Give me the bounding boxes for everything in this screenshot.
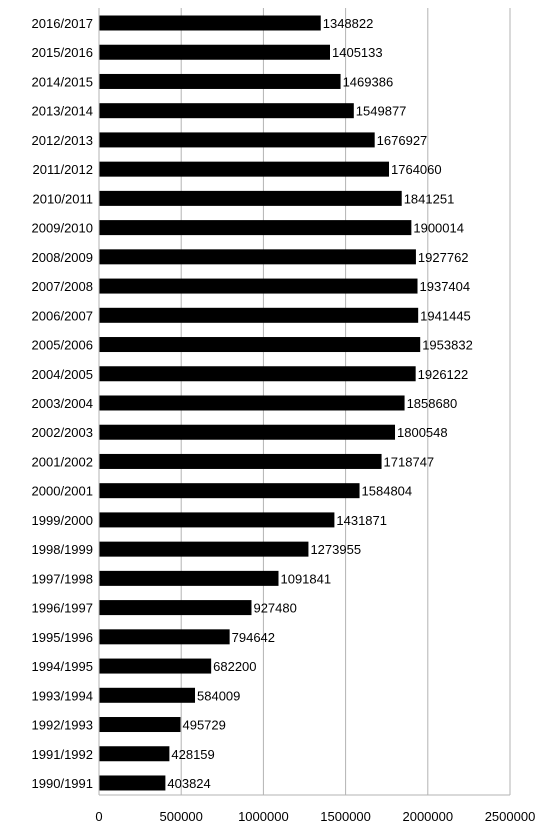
bar <box>99 453 382 469</box>
value-label: 1584804 <box>362 484 413 499</box>
bar <box>99 190 402 206</box>
category-label: 1997/1998 <box>32 571 93 586</box>
category-label: 2012/2013 <box>32 133 93 148</box>
value-label: 1858680 <box>407 396 458 411</box>
value-label: 584009 <box>197 688 240 703</box>
bar <box>99 570 279 586</box>
value-label: 1273955 <box>310 542 361 557</box>
bar <box>99 44 331 60</box>
value-label: 1469386 <box>343 74 394 89</box>
value-label: 1549877 <box>356 104 407 119</box>
x-tick-label: 500000 <box>160 809 203 824</box>
value-label: 1676927 <box>377 133 428 148</box>
category-label: 2015/2016 <box>32 45 93 60</box>
bar <box>99 73 341 89</box>
x-tick-label: 1500000 <box>320 809 371 824</box>
bar <box>99 424 396 440</box>
category-label: 2006/2007 <box>32 308 93 323</box>
x-tick-label: 0 <box>95 809 102 824</box>
bar <box>99 658 212 674</box>
value-label: 1941445 <box>420 308 471 323</box>
bar <box>99 395 405 411</box>
bar <box>99 483 360 499</box>
value-label: 1841251 <box>404 191 455 206</box>
category-label: 1994/1995 <box>32 659 93 674</box>
category-label: 1991/1992 <box>32 747 93 762</box>
value-label: 1927762 <box>418 250 469 265</box>
category-label: 2007/2008 <box>32 279 93 294</box>
labels: 0 500000 1000000 1500000 2000000 2500000 2016/… <box>32 16 536 824</box>
category-label: 2004/2005 <box>32 367 93 382</box>
value-label: 1800548 <box>397 425 448 440</box>
category-label: 2005/2006 <box>32 338 93 353</box>
axes <box>98 8 510 796</box>
category-label: 2003/2004 <box>32 396 93 411</box>
category-label: 2010/2011 <box>33 191 94 206</box>
bar <box>99 337 421 353</box>
bar <box>99 132 375 148</box>
bar <box>99 629 230 645</box>
bar <box>99 15 321 31</box>
bar <box>99 220 412 236</box>
category-label: 1998/1999 <box>32 542 93 557</box>
category-label: 2014/2015 <box>32 74 93 89</box>
x-tick-label: 1000000 <box>238 809 289 824</box>
value-label: 682200 <box>213 659 256 674</box>
bar <box>99 278 418 294</box>
category-label: 1990/1991 <box>32 776 93 791</box>
value-label: 794642 <box>232 630 275 645</box>
value-label: 1091841 <box>280 571 331 586</box>
bar <box>99 687 196 703</box>
category-label: 2009/2010 <box>32 221 93 236</box>
bar <box>99 775 166 791</box>
bars <box>99 15 421 791</box>
category-label: 2001/2002 <box>32 454 93 469</box>
category-label: 2002/2003 <box>32 425 93 440</box>
value-label: 428159 <box>171 747 214 762</box>
value-label: 1953832 <box>422 338 473 353</box>
category-label: 1995/1996 <box>32 630 93 645</box>
bar <box>99 512 335 528</box>
value-label: 403824 <box>167 776 210 791</box>
category-label: 1993/1994 <box>32 688 93 703</box>
category-label: 2011/2012 <box>33 162 94 177</box>
value-label: 1926122 <box>418 367 469 382</box>
bar <box>99 717 181 733</box>
category-label: 2016/2017 <box>32 16 93 31</box>
category-label: 2013/2014 <box>32 104 93 119</box>
value-label: 1764060 <box>391 162 442 177</box>
category-label: 1999/2000 <box>32 513 93 528</box>
value-label: 495729 <box>182 718 225 733</box>
bar <box>99 161 390 177</box>
value-label: 927480 <box>253 601 296 616</box>
value-label: 1900014 <box>413 221 464 236</box>
x-tick-label: 2000000 <box>402 809 453 824</box>
bar <box>99 103 354 119</box>
category-label: 1992/1993 <box>32 718 93 733</box>
category-label: 2000/2001 <box>32 484 93 499</box>
bar <box>99 600 252 616</box>
category-label: 2008/2009 <box>32 250 93 265</box>
category-label: 1996/1997 <box>32 601 93 616</box>
bar <box>99 249 416 265</box>
value-label: 1348822 <box>323 16 374 31</box>
value-label: 1718747 <box>384 454 435 469</box>
bar <box>99 366 416 382</box>
bar <box>99 746 170 762</box>
value-label: 1937404 <box>420 279 471 294</box>
value-label: 1431871 <box>336 513 387 528</box>
bar <box>99 541 309 557</box>
value-label: 1405133 <box>332 45 383 60</box>
bar <box>99 307 419 323</box>
x-tick-label: 2500000 <box>485 809 536 824</box>
